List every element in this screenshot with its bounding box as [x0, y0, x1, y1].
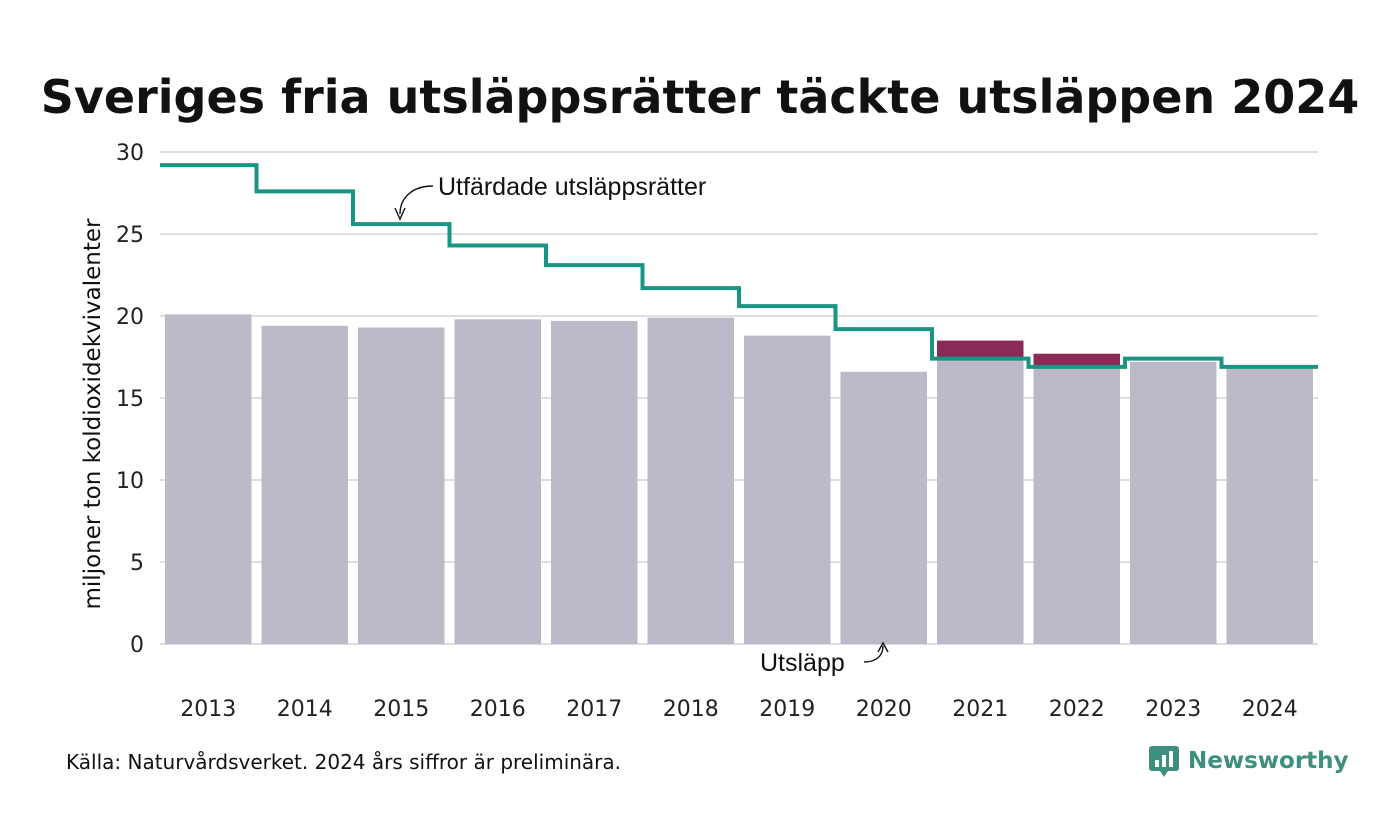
annotation-emissions-arrowhead: [877, 641, 889, 653]
annotation-emissions-arrow: [863, 645, 884, 663]
x-tick-label: 2023: [1145, 697, 1201, 722]
y-tick-label: 20: [116, 305, 144, 330]
x-tick-label: 2016: [470, 697, 526, 722]
annotation-allowances-arrow: [399, 185, 434, 215]
x-tick-label: 2015: [373, 697, 429, 722]
bar-emissions-2024: [1226, 366, 1313, 644]
bar-chart-logo-icon: [1149, 746, 1179, 777]
bar-emissions-2017: [551, 320, 638, 644]
brand-logo: Newsworthy: [1148, 744, 1349, 778]
y-tick-label: 25: [116, 223, 144, 248]
x-tick-label: 2014: [277, 697, 333, 722]
y-tick-label: 15: [116, 387, 144, 412]
x-tick-label: 2021: [952, 697, 1008, 722]
x-axis-ticks: 2013 2014 2015 2016 2017 2018 2019 2020 2021 2022…: [180, 697, 1298, 722]
excess-bars: [937, 340, 1120, 367]
bar-emissions-2022: [1033, 366, 1120, 644]
x-tick-label: 2019: [759, 697, 815, 722]
x-tick-label: 2024: [1242, 697, 1298, 722]
bar-emissions-2013: [165, 314, 252, 644]
y-tick-label: 30: [116, 141, 144, 166]
source-note: Källa: Naturvårdsverket. 2024 års siffro…: [66, 750, 622, 774]
x-tick-label: 2018: [663, 697, 719, 722]
annotation-allowances: Utfärdade utsläppsrätter: [438, 173, 706, 201]
x-tick-label: 2020: [856, 697, 912, 722]
bar-emissions-2016: [454, 319, 541, 644]
series-line-allowances: [160, 163, 1318, 369]
chart-title: Sveriges fria utsläppsrätter täckte utsl…: [40, 70, 1360, 124]
y-axis-label: miljoner ton koldioxidekvivalenter: [80, 218, 106, 609]
y-axis-ticks: 0 5 10 15 20 25 30: [116, 141, 144, 658]
bar-emissions-2015: [358, 327, 445, 644]
bar-emissions-2019: [744, 335, 831, 644]
bar-emissions-2014: [261, 325, 348, 644]
bar-emissions-2018: [647, 317, 734, 644]
bar-excess-2022: [1033, 353, 1120, 367]
y-tick-label: 10: [116, 469, 144, 494]
bar-emissions-2021: [937, 358, 1024, 644]
annotation-emissions: Utsläpp: [760, 649, 845, 677]
bar-emissions-2023: [1130, 361, 1217, 644]
brand-name: Newsworthy: [1188, 748, 1349, 774]
gridlines: [160, 151, 1318, 645]
x-tick-label: 2017: [566, 697, 622, 722]
y-tick-label: 5: [130, 551, 144, 576]
bars: [165, 314, 1313, 644]
y-tick-label: 0: [130, 633, 144, 658]
annotation-allowances-arrowhead: [394, 207, 406, 221]
x-tick-label: 2013: [180, 697, 236, 722]
x-tick-label: 2022: [1049, 697, 1105, 722]
bar-excess-2021: [937, 340, 1024, 359]
bar-emissions-2020: [840, 371, 927, 644]
